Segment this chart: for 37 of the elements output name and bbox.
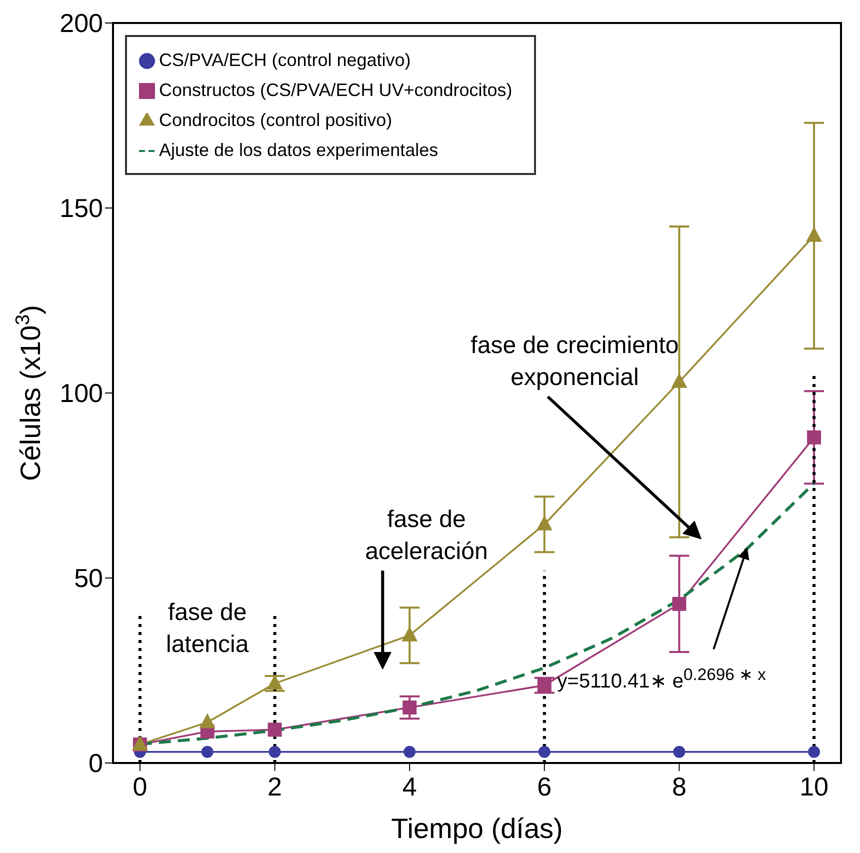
x-tick-label: 0 — [132, 771, 148, 802]
point — [402, 700, 417, 714]
annotation: y=5110.41∗ e$^{0.2696 ∗ x}$ — [556, 664, 767, 695]
y-tick-label: 0 — [88, 748, 103, 778]
y-tick-label: 150 — [60, 193, 103, 224]
point — [536, 515, 552, 530]
x-tick-label: 2 — [268, 771, 282, 802]
point — [268, 746, 281, 758]
point — [402, 626, 418, 642]
legend-label: Constructos (CS/PVA/ECH UV+condrocitos) — [159, 80, 512, 100]
point — [671, 372, 688, 388]
point — [266, 674, 283, 690]
point — [537, 678, 552, 692]
x-axis-title: Tiempo (días) — [391, 813, 563, 844]
x-tick-label: 4 — [402, 771, 417, 802]
x-tick-label: 6 — [537, 771, 552, 802]
point — [806, 226, 822, 242]
point — [672, 596, 686, 611]
point — [808, 746, 820, 758]
legend-label: Condrocitos (control positivo) — [159, 110, 392, 130]
x-tick-label: 8 — [672, 771, 686, 802]
annotation: fase de latencia — [164, 598, 250, 660]
point — [199, 713, 216, 728]
y-tick-label: 50 — [74, 563, 103, 594]
legend-label: Ajuste de los datos experimentales — [159, 140, 438, 160]
legend-label: CS/PVA/ECH (control negativo) — [159, 50, 411, 70]
y-tick-label: 200 — [60, 8, 103, 38]
point — [268, 722, 282, 737]
point — [201, 746, 214, 758]
y-tick-label: 100 — [60, 378, 103, 408]
point — [807, 430, 822, 444]
x-tick-label: 10 — [800, 771, 828, 802]
annotation: fase de crecimiento exponencial — [470, 331, 680, 394]
point — [673, 746, 686, 758]
point — [538, 746, 550, 758]
point — [404, 746, 416, 758]
annotation: fase de aceleración — [364, 505, 489, 567]
